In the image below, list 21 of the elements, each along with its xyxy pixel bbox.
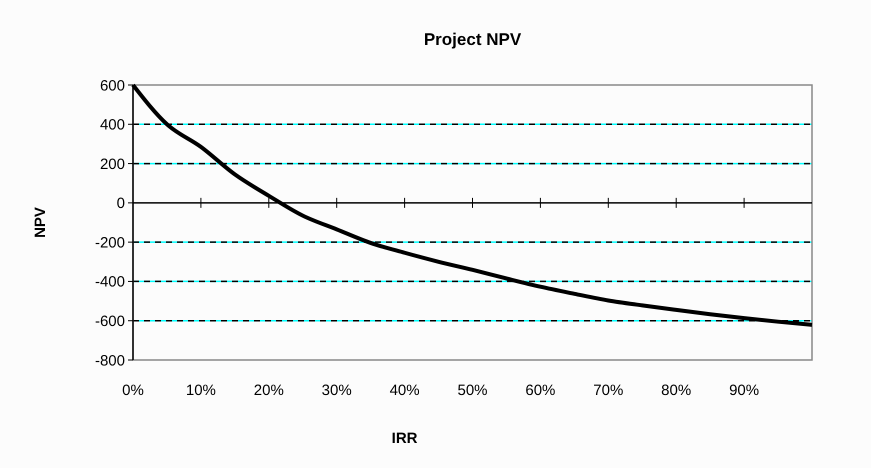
y-tick-label: -400	[94, 274, 125, 291]
x-tick-label: 50%	[457, 382, 488, 399]
x-axis-title: IRR	[392, 430, 418, 447]
y-tick-label: 200	[100, 156, 125, 173]
x-tick-label: 40%	[390, 382, 420, 399]
chart-title: Project NPV	[424, 30, 522, 49]
y-tick-label: -800	[94, 352, 125, 370]
y-tick-label: 400	[100, 116, 125, 134]
y-tick-label: -600	[94, 312, 125, 330]
y-tick-label: 0	[116, 195, 125, 212]
x-tick-label: 0%	[122, 382, 144, 399]
x-tick-label: 20%	[254, 382, 284, 399]
y-tick-label: -200	[94, 234, 125, 252]
x-tick-label: 70%	[593, 382, 624, 399]
x-tick-label: 10%	[186, 382, 216, 399]
x-tick-label: 60%	[525, 382, 556, 399]
x-tick-label: 30%	[322, 382, 352, 399]
x-tick-label: 90%	[729, 382, 760, 399]
x-tick-label: 80%	[661, 382, 692, 399]
y-tick-label: 600	[100, 77, 125, 94]
y-axis-title: NPV	[32, 207, 49, 238]
